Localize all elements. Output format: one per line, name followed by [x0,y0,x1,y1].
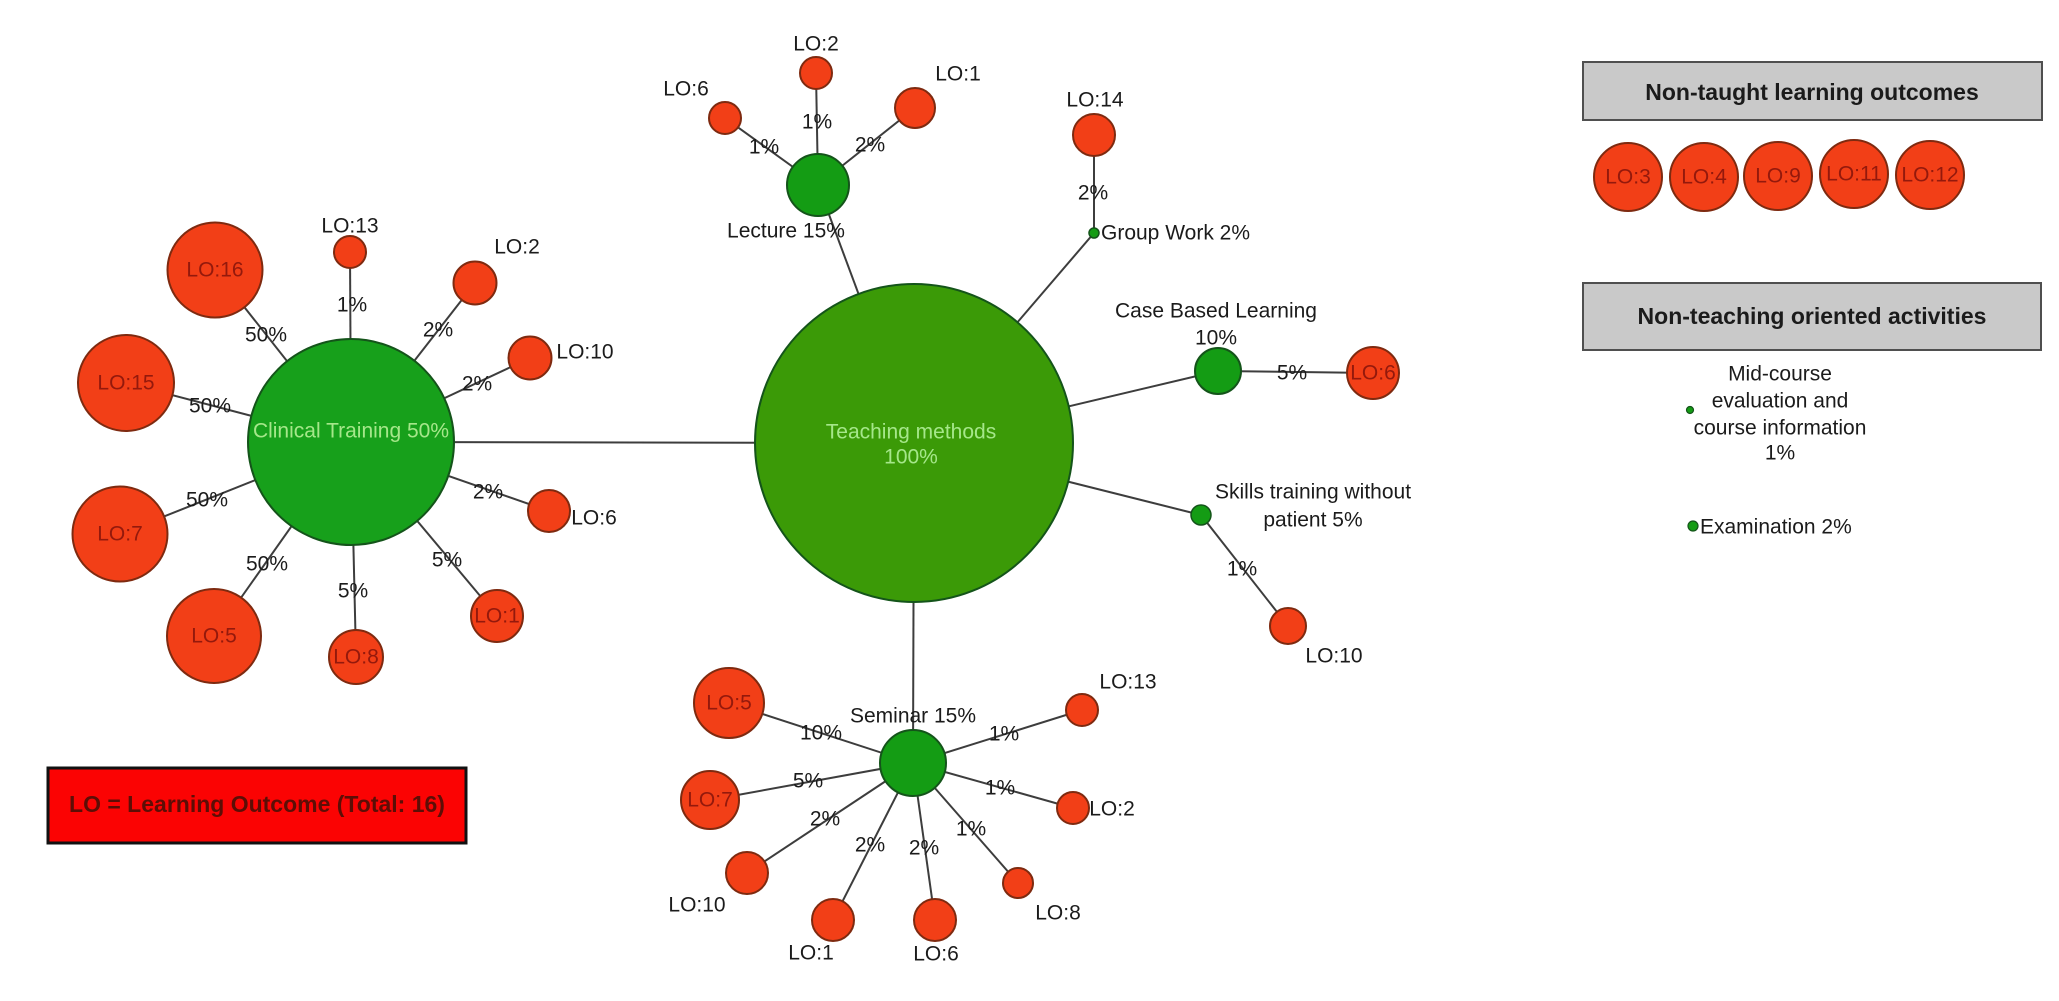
svg-text:LO:13: LO:13 [1099,671,1156,694]
svg-text:LO:11: LO:11 [1826,163,1882,186]
svg-text:2%: 2% [909,837,939,860]
svg-text:1%: 1% [1765,442,1795,465]
svg-text:2%: 2% [423,319,453,342]
svg-text:50%: 50% [246,553,288,576]
svg-text:10%: 10% [1195,327,1237,350]
svg-text:course information: course information [1694,417,1867,440]
svg-text:LO:5: LO:5 [706,692,752,715]
svg-text:LO:10: LO:10 [1305,645,1362,668]
svg-text:evaluation and: evaluation and [1712,390,1849,413]
svg-text:LO:8: LO:8 [1035,902,1081,925]
svg-text:5%: 5% [432,549,462,572]
svg-text:Teaching methods: Teaching methods [826,421,996,444]
svg-text:LO:6: LO:6 [571,507,617,530]
svg-text:Examination 2%: Examination 2% [1700,516,1852,539]
svg-text:LO:2: LO:2 [1089,798,1135,821]
svg-text:LO:13: LO:13 [321,215,378,238]
svg-text:1%: 1% [956,818,986,841]
svg-text:100%: 100% [884,446,938,469]
svg-text:1%: 1% [802,111,832,134]
svg-text:Group Work 2%: Group Work 2% [1101,222,1250,245]
svg-text:1%: 1% [989,723,1019,746]
svg-text:1%: 1% [749,136,779,159]
svg-text:LO:1: LO:1 [935,63,981,86]
svg-text:2%: 2% [462,373,492,396]
svg-text:10%: 10% [800,722,842,745]
svg-text:LO:6: LO:6 [663,78,709,101]
svg-text:Skills training without: Skills training without [1215,481,1411,504]
svg-text:2%: 2% [1078,182,1108,205]
svg-text:1%: 1% [1227,558,1257,581]
svg-text:LO:10: LO:10 [556,341,613,364]
svg-text:LO:10: LO:10 [668,894,725,917]
svg-text:Non-taught learning outcomes: Non-taught learning outcomes [1645,79,1979,105]
svg-text:Seminar 15%: Seminar 15% [850,705,976,728]
svg-text:LO:1: LO:1 [788,942,834,965]
svg-text:2%: 2% [473,481,503,504]
svg-text:LO = Learning Outcome (Total:: LO = Learning Outcome (Total: 16) [69,791,445,817]
svg-text:LO:7: LO:7 [687,789,733,812]
svg-text:LO:8: LO:8 [333,646,379,669]
svg-text:5%: 5% [793,770,823,793]
svg-text:5%: 5% [338,580,368,603]
svg-text:LO:5: LO:5 [191,625,237,648]
svg-text:LO:16: LO:16 [186,259,243,282]
svg-text:50%: 50% [186,489,228,512]
svg-text:LO:14: LO:14 [1066,89,1124,112]
svg-text:5%: 5% [1277,362,1307,385]
svg-text:LO:2: LO:2 [793,33,839,56]
svg-text:LO:6: LO:6 [913,943,959,966]
svg-text:LO:9: LO:9 [1755,165,1801,188]
svg-text:Clinical Training 50%: Clinical Training 50% [253,420,449,443]
svg-text:50%: 50% [245,324,287,347]
svg-text:2%: 2% [855,134,885,157]
svg-text:2%: 2% [810,808,840,831]
svg-text:Non-teaching oriented activiti: Non-teaching oriented activities [1638,303,1987,329]
svg-text:LO:6: LO:6 [1350,362,1396,385]
svg-text:LO:1: LO:1 [474,605,520,628]
svg-text:Mid-course: Mid-course [1728,363,1832,386]
svg-text:50%: 50% [189,395,231,418]
svg-text:LO:3: LO:3 [1605,166,1651,189]
svg-text:1%: 1% [985,777,1015,800]
svg-text:LO:12: LO:12 [1901,164,1958,187]
svg-text:LO:2: LO:2 [494,236,540,259]
svg-text:Case Based Learning: Case Based Learning [1115,300,1317,323]
svg-text:LO:15: LO:15 [97,372,154,395]
svg-text:LO:4: LO:4 [1681,166,1727,189]
svg-text:1%: 1% [337,294,367,317]
svg-text:2%: 2% [855,834,885,857]
svg-text:LO:7: LO:7 [97,523,143,546]
svg-text:patient 5%: patient 5% [1263,509,1362,532]
svg-text:Lecture 15%: Lecture 15% [727,220,845,243]
